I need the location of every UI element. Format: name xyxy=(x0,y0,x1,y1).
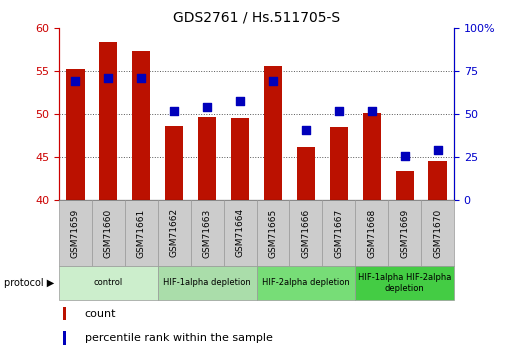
Point xyxy=(269,78,277,84)
Bar xyxy=(388,200,421,266)
Text: GSM71662: GSM71662 xyxy=(170,208,179,257)
Text: HIF-1alpha HIF-2alpha
depletion: HIF-1alpha HIF-2alpha depletion xyxy=(358,273,451,293)
Text: GSM71665: GSM71665 xyxy=(268,208,278,257)
Bar xyxy=(100,42,117,200)
Bar xyxy=(289,200,322,266)
Text: GSM71664: GSM71664 xyxy=(235,208,245,257)
Text: protocol ▶: protocol ▶ xyxy=(4,278,54,288)
Bar xyxy=(66,69,85,200)
Text: GSM71666: GSM71666 xyxy=(301,208,310,257)
Bar xyxy=(198,117,216,200)
Point xyxy=(302,127,310,133)
Text: control: control xyxy=(94,278,123,287)
Text: GSM71661: GSM71661 xyxy=(137,208,146,257)
Point xyxy=(137,76,145,81)
Bar xyxy=(396,171,413,200)
Text: GSM71668: GSM71668 xyxy=(367,208,376,257)
Bar xyxy=(158,266,256,300)
Point xyxy=(334,109,343,114)
Text: GSM71663: GSM71663 xyxy=(203,208,212,257)
Text: GSM71667: GSM71667 xyxy=(334,208,343,257)
Text: GSM71660: GSM71660 xyxy=(104,208,113,257)
Bar xyxy=(322,200,355,266)
Bar xyxy=(363,113,381,200)
Bar xyxy=(355,200,388,266)
Point xyxy=(368,109,376,114)
Bar xyxy=(59,266,158,300)
Bar xyxy=(92,200,125,266)
Bar xyxy=(224,200,256,266)
Point xyxy=(71,78,80,84)
Point xyxy=(203,104,211,110)
Bar xyxy=(256,266,355,300)
Text: GSM71659: GSM71659 xyxy=(71,208,80,257)
Bar xyxy=(297,147,315,200)
Point xyxy=(170,109,179,114)
Point xyxy=(401,153,409,159)
Bar xyxy=(132,51,150,200)
Bar xyxy=(191,200,224,266)
Bar xyxy=(63,331,66,345)
Text: GSM71670: GSM71670 xyxy=(433,208,442,257)
Bar xyxy=(421,200,454,266)
Bar xyxy=(59,200,92,266)
Text: HIF-1alpha depletion: HIF-1alpha depletion xyxy=(163,278,251,287)
Bar xyxy=(355,266,454,300)
Text: GSM71669: GSM71669 xyxy=(400,208,409,257)
Text: percentile rank within the sample: percentile rank within the sample xyxy=(85,333,272,343)
Bar xyxy=(330,127,348,200)
Point xyxy=(104,75,112,80)
Bar xyxy=(165,126,183,200)
Bar xyxy=(256,200,289,266)
Bar xyxy=(63,307,66,321)
Bar xyxy=(264,66,282,200)
Text: count: count xyxy=(85,309,116,319)
Point xyxy=(433,147,442,153)
Bar xyxy=(158,200,191,266)
Text: HIF-2alpha depletion: HIF-2alpha depletion xyxy=(262,278,350,287)
Text: GDS2761 / Hs.511705-S: GDS2761 / Hs.511705-S xyxy=(173,10,340,24)
Bar xyxy=(125,200,158,266)
Bar xyxy=(428,161,447,200)
Point xyxy=(236,98,244,104)
Bar xyxy=(231,118,249,200)
